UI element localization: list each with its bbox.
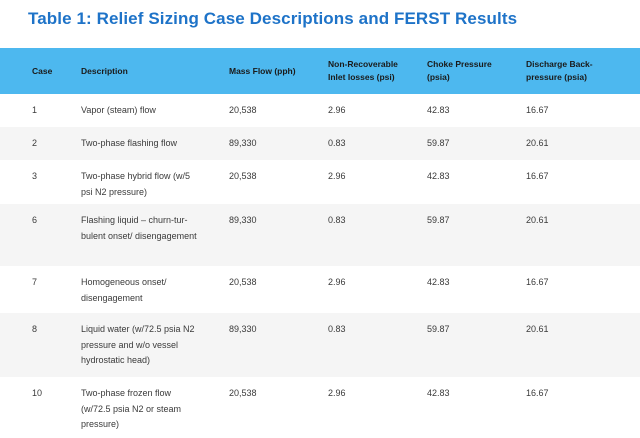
cell-description: Two-phase frozen flow (w/72.5 psia N2 or… bbox=[81, 388, 182, 429]
cell-discharge-back-pressure: 20.61 bbox=[526, 215, 549, 225]
cell-description: Liquid water (w/72.5 psia N2 pressure an… bbox=[81, 324, 195, 365]
cell-mass-flow: 20,538 bbox=[229, 388, 257, 398]
cell-choke-pressure: 59.87 bbox=[427, 215, 450, 225]
cell-case: 10 bbox=[32, 388, 43, 398]
cell-mass-flow: 89,330 bbox=[229, 324, 257, 334]
table-row: 8 Liquid water (w/72.5 psia N2 pressure … bbox=[0, 313, 640, 377]
cell-discharge-back-pressure: 16.67 bbox=[526, 388, 549, 398]
cell-case: 3 bbox=[32, 171, 38, 181]
header-description: Description bbox=[81, 65, 128, 76]
cell-mass-flow: 89,330 bbox=[229, 215, 257, 225]
cell-description: Two-phase flashing flow bbox=[81, 138, 178, 148]
cell-discharge-back-pressure: 16.67 bbox=[526, 171, 549, 181]
cell-inlet-losses: 0.83 bbox=[328, 215, 346, 225]
relief-sizing-table: Case Description Mass Flow (pph) Non-Rec… bbox=[0, 48, 640, 437]
table-row: 10 Two-phase frozen flow (w/72.5 psia N2… bbox=[0, 377, 640, 437]
header-mass-flow: Mass Flow (pph) bbox=[229, 65, 296, 76]
table-row: 6 Flashing liquid – churn-tur-bulent ons… bbox=[0, 204, 640, 266]
table-header-row: Case Description Mass Flow (pph) Non-Rec… bbox=[0, 48, 640, 94]
cell-case: 8 bbox=[32, 324, 38, 334]
table-row: 2 Two-phase flashing flow 89,330 0.83 59… bbox=[0, 127, 640, 160]
table-row: 7 Homogeneous onset/ disengagement 20,53… bbox=[0, 266, 640, 313]
cell-description: Homogeneous onset/ disengagement bbox=[81, 277, 167, 303]
cell-inlet-losses: 2.96 bbox=[328, 171, 346, 181]
cell-mass-flow: 89,330 bbox=[229, 138, 257, 148]
cell-description: Two-phase hybrid flow (w/5 psi N2 pressu… bbox=[81, 171, 191, 197]
cell-choke-pressure: 42.83 bbox=[427, 388, 450, 398]
cell-mass-flow: 20,538 bbox=[229, 105, 257, 115]
cell-inlet-losses: 0.83 bbox=[328, 138, 346, 148]
cell-choke-pressure: 42.83 bbox=[427, 171, 450, 181]
table-title: Table 1: Relief Sizing Case Descriptions… bbox=[28, 9, 518, 28]
cell-mass-flow: 20,538 bbox=[229, 171, 257, 181]
table-row: 3 Two-phase hybrid flow (w/5 psi N2 pres… bbox=[0, 160, 640, 204]
cell-inlet-losses: 0.83 bbox=[328, 324, 346, 334]
cell-choke-pressure: 59.87 bbox=[427, 324, 450, 334]
cell-inlet-losses: 2.96 bbox=[328, 277, 346, 287]
cell-description: Flashing liquid – churn-tur-bulent onset… bbox=[81, 215, 197, 241]
cell-choke-pressure: 59.87 bbox=[427, 138, 450, 148]
cell-choke-pressure: 42.83 bbox=[427, 277, 450, 287]
cell-case: 2 bbox=[32, 138, 38, 148]
header-case: Case bbox=[32, 65, 53, 76]
cell-description: Vapor (steam) flow bbox=[81, 105, 156, 115]
cell-case: 1 bbox=[32, 105, 38, 115]
cell-inlet-losses: 2.96 bbox=[328, 105, 346, 115]
header-choke-pressure: Choke Pressure (psia) bbox=[427, 59, 492, 82]
table-row: 1 Vapor (steam) flow 20,538 2.96 42.83 1… bbox=[0, 94, 640, 127]
cell-inlet-losses: 2.96 bbox=[328, 388, 346, 398]
cell-case: 7 bbox=[32, 277, 38, 287]
header-discharge-back-pressure: Discharge Back-pressure (psia) bbox=[526, 59, 593, 82]
cell-discharge-back-pressure: 16.67 bbox=[526, 277, 549, 287]
cell-discharge-back-pressure: 16.67 bbox=[526, 105, 549, 115]
cell-discharge-back-pressure: 20.61 bbox=[526, 324, 549, 334]
header-inlet-losses: Non-Recoverable Inlet losses (psi) bbox=[328, 59, 398, 82]
cell-mass-flow: 20,538 bbox=[229, 277, 257, 287]
cell-case: 6 bbox=[32, 215, 38, 225]
cell-discharge-back-pressure: 20.61 bbox=[526, 138, 549, 148]
cell-choke-pressure: 42.83 bbox=[427, 105, 450, 115]
